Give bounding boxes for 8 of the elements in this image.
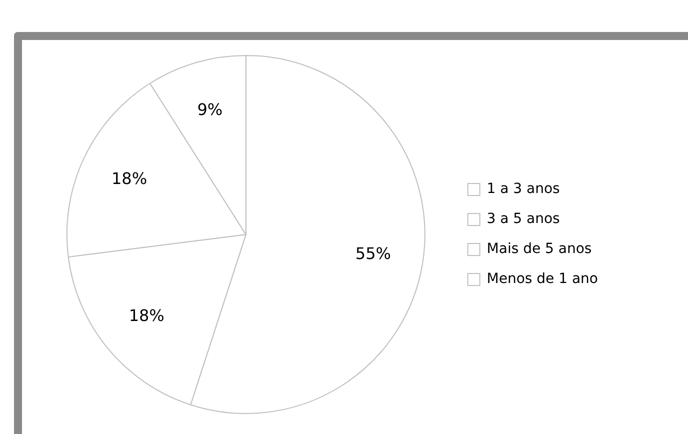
- data-label: 9%: [197, 100, 223, 119]
- data-label: 18%: [112, 168, 148, 188]
- legend-label: 1 a 3 anos: [486, 181, 560, 198]
- data-label: 55%: [355, 244, 391, 263]
- legend-label: Menos de 1 ano: [486, 271, 598, 288]
- legend-label: Mais de 5 anos: [486, 241, 592, 258]
- legend-label: 3 a 5 anos: [486, 211, 560, 228]
- data-label: 18%: [128, 306, 164, 325]
